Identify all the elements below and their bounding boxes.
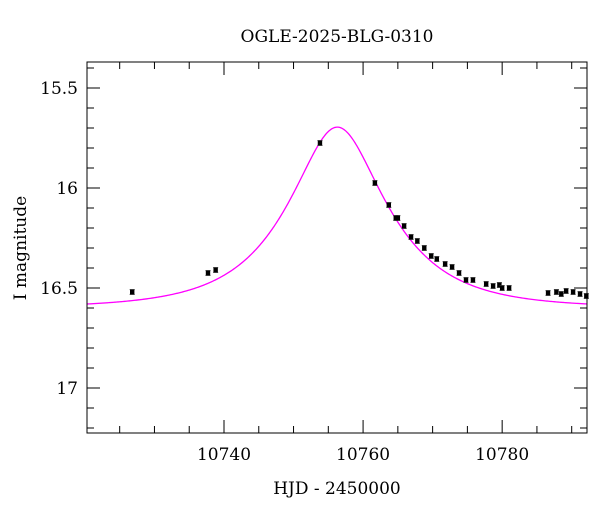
y-tick-label: 16: [56, 179, 78, 199]
x-tick-label: 10760: [336, 445, 390, 465]
point-marker: [570, 289, 576, 295]
data-point: [386, 202, 392, 208]
point-marker: [506, 285, 512, 291]
point-marker: [563, 288, 569, 294]
data-point: [213, 267, 219, 273]
point-marker: [559, 291, 564, 297]
data-point: [483, 281, 489, 287]
point-marker: [456, 270, 462, 276]
data-point: [414, 238, 420, 244]
point-marker: [386, 202, 392, 208]
point-marker: [372, 180, 378, 186]
data-point: [553, 289, 559, 295]
point-marker: [317, 140, 323, 146]
data-point: [317, 140, 323, 146]
data-point: [545, 290, 551, 296]
data-point: [499, 285, 505, 291]
data-point: [506, 285, 512, 291]
point-marker: [395, 215, 401, 221]
data-point: [558, 291, 564, 297]
point-marker: [213, 267, 218, 273]
data-point: [563, 288, 569, 294]
data-point: [428, 253, 434, 259]
point-marker: [577, 291, 583, 297]
model-curve: [86, 126, 588, 305]
point-marker: [442, 261, 448, 267]
data-point: [395, 215, 401, 221]
data-point: [577, 291, 583, 297]
data-point: [570, 289, 576, 295]
y-tick-label: 15.5: [40, 79, 78, 99]
data-point: [442, 261, 448, 267]
data-point: [401, 223, 407, 229]
point-marker: [434, 256, 439, 262]
data-point: [129, 289, 135, 295]
x-tick-label: 10780: [475, 445, 529, 465]
point-marker: [499, 285, 505, 291]
x-axis-label: HJD - 2450000: [273, 479, 401, 499]
point-marker: [422, 245, 427, 251]
data-point: [372, 180, 378, 186]
data-point: [456, 270, 462, 276]
point-marker: [545, 290, 551, 296]
point-marker: [408, 234, 414, 240]
point-marker: [415, 238, 420, 244]
x-tick-label: 10740: [197, 445, 251, 465]
data-point: [463, 277, 469, 283]
plot-frame: [86, 61, 588, 434]
axis-ticks: 10740 10760 10780 15.5 16 16.5 17: [40, 62, 587, 465]
point-marker: [130, 289, 135, 295]
point-marker: [449, 264, 455, 270]
data-point: [449, 264, 455, 270]
point-marker: [470, 277, 476, 283]
chart-title: OGLE-2025-BLG-0310: [241, 27, 434, 47]
point-marker: [554, 289, 559, 295]
point-marker: [205, 270, 211, 276]
point-marker: [584, 293, 589, 299]
point-marker: [483, 281, 489, 287]
data-point: [470, 277, 476, 283]
point-marker: [463, 277, 469, 283]
point-marker: [497, 282, 502, 288]
data-point: [434, 256, 440, 262]
data-points: [129, 140, 589, 299]
point-marker: [401, 223, 407, 229]
data-point: [205, 270, 211, 276]
data-point: [490, 283, 496, 289]
y-tick-label: 16.5: [40, 279, 78, 299]
data-point: [421, 245, 427, 251]
point-marker: [429, 253, 434, 259]
y-axis-label: I magnitude: [11, 196, 31, 300]
data-point: [583, 293, 589, 299]
data-point: [408, 234, 414, 240]
model-curve-group: [86, 126, 588, 305]
point-marker: [490, 283, 496, 289]
y-tick-label: 17: [56, 379, 78, 399]
